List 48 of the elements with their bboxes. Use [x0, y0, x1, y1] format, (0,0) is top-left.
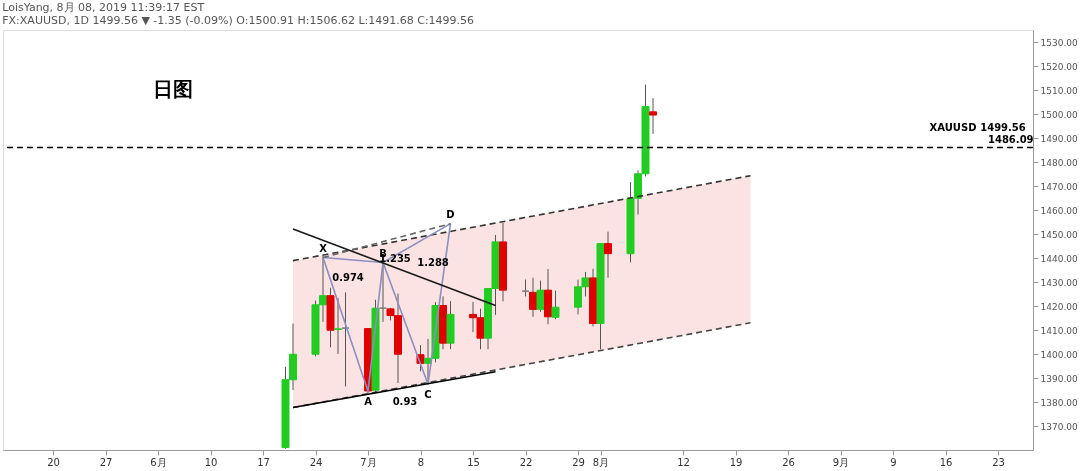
- y-tick-label: 1370.00: [1040, 421, 1078, 432]
- y-tick-label: 1530.00: [1040, 37, 1078, 48]
- annotation: XAUUSD: [929, 122, 977, 133]
- x-tick-label: 19: [729, 456, 743, 468]
- y-tick-label: 1480.00: [1040, 157, 1078, 168]
- x-tick-label: 9月: [832, 456, 850, 468]
- x-tick-label: 29: [572, 456, 585, 468]
- y-tick-label: 1440.00: [1040, 253, 1078, 264]
- ref-line-label: 1486.09: [988, 134, 1034, 146]
- x-tick-label: 22: [519, 456, 533, 468]
- annotation: D: [446, 208, 455, 220]
- y-tick-label: 1410.00: [1040, 325, 1078, 336]
- x-tick-label: 26: [782, 456, 795, 468]
- annotation: 0.93: [392, 396, 418, 407]
- x-tick-label: 9: [890, 456, 897, 468]
- y-tick-label: 1460.00: [1040, 205, 1078, 216]
- x-tick-label: 7月: [360, 456, 377, 468]
- y-tick-label: 1520.00: [1040, 61, 1078, 72]
- x-tick-label: 15: [467, 456, 480, 468]
- x-tick-label: 12: [677, 456, 690, 468]
- x-tick-label: 8月: [592, 456, 610, 468]
- annotation: C: [424, 389, 432, 401]
- annotation: 0.974: [332, 272, 364, 283]
- y-tick-label: 1380.00: [1040, 397, 1078, 408]
- x-tick-label: 27: [99, 456, 113, 468]
- x-tick-label: 16: [939, 456, 953, 468]
- x-tick-label: 10: [204, 456, 218, 468]
- x-tick-label: 20: [47, 456, 60, 468]
- y-tick-label: 1450.00: [1040, 229, 1078, 240]
- annotation: 1499.56: [980, 122, 1026, 133]
- y-tick-label: 1400.00: [1040, 349, 1078, 360]
- text: 日图: [153, 77, 193, 101]
- x-tick-label: 17: [257, 456, 270, 468]
- chart-subtitle: LoisYang, 8月 08, 2019 11:39:17 EST FX:XAUUSD, 1D 1499.56 ▼ -1.35 (-0.09%) O:1500.91 H:1506.62 L:1491.68 C:1499.56: [2, 1, 475, 27]
- y-tick-label: 1420.00: [1040, 301, 1078, 312]
- y-tick-label: 1470.00: [1040, 181, 1078, 192]
- y-tick-label: 1430.00: [1040, 277, 1078, 288]
- x-tick-label: 23: [992, 456, 1005, 468]
- x-tick-label: 24: [309, 456, 323, 468]
- y-tick-label: 1490.00: [1040, 133, 1078, 144]
- y-tick-label: 1500.00: [1040, 109, 1078, 120]
- annotation: A: [364, 396, 373, 408]
- x-tick-label: 8: [417, 456, 425, 468]
- annotation: X: [319, 242, 328, 254]
- annotation: 1.288: [417, 257, 449, 268]
- y-tick-label: 1510.00: [1040, 85, 1078, 96]
- x-tick-label: 6月: [150, 456, 167, 468]
- y-tick-label: 1390.00: [1040, 373, 1078, 384]
